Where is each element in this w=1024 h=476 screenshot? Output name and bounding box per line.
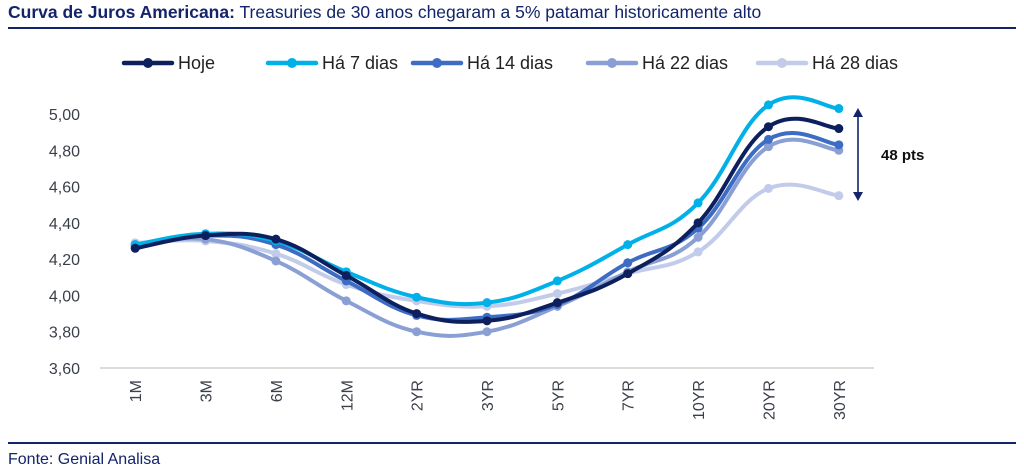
x-tick-label: 3M	[199, 380, 216, 402]
data-point	[834, 140, 844, 150]
data-point	[623, 240, 633, 250]
annotation-label: 48 pts	[881, 147, 924, 164]
data-point	[482, 298, 492, 308]
series-line	[133, 137, 841, 338]
data-point	[552, 298, 562, 308]
chart-title: Curva de Juros Americana: Treasuries de …	[8, 2, 761, 23]
x-tick-label: 6M	[269, 380, 286, 402]
y-tick-label: 4,00	[49, 288, 80, 305]
bottom-rule	[8, 442, 1016, 444]
y-tick-label: 5,00	[49, 107, 80, 124]
y-tick-label: 4,40	[49, 216, 80, 233]
legend-swatch-marker	[432, 58, 442, 68]
data-point	[693, 198, 703, 208]
x-tick-label: 20YR	[761, 380, 778, 420]
data-point	[482, 327, 492, 337]
data-point	[271, 249, 281, 259]
data-point	[201, 231, 211, 241]
data-point	[763, 142, 773, 152]
y-tick-label: 4,20	[49, 252, 80, 269]
annotation-arrow-head-down	[853, 192, 863, 201]
legend-swatch-marker	[287, 58, 297, 68]
data-point	[412, 309, 422, 319]
legend-item: Há 7 dias	[265, 53, 398, 73]
annotation-arrow-head-up	[853, 108, 863, 117]
data-point	[763, 100, 773, 110]
legend-item: Hoje	[121, 53, 215, 73]
data-point	[693, 247, 703, 257]
legend-swatch-marker	[607, 58, 617, 68]
title-bold: Curva de Juros Americana:	[8, 2, 235, 22]
data-point	[763, 122, 773, 132]
data-point	[552, 276, 562, 286]
data-point	[834, 124, 844, 134]
data-point	[552, 289, 562, 299]
series-line	[133, 116, 841, 324]
data-point	[271, 256, 281, 266]
legend-item: Há 28 dias	[755, 53, 898, 73]
legend-swatch-marker	[143, 58, 153, 68]
top-rule	[8, 27, 1016, 29]
x-tick-label: 3YR	[480, 380, 497, 411]
data-point	[130, 243, 140, 253]
legend-item: Há 14 dias	[410, 53, 553, 73]
y-tick-label: 4,60	[49, 180, 80, 197]
legend-label: Há 14 dias	[467, 53, 553, 73]
series-line	[133, 131, 841, 322]
legend-swatch-marker	[777, 58, 787, 68]
data-point	[763, 183, 773, 193]
x-tick-label: 2YR	[410, 380, 427, 411]
data-point	[623, 258, 633, 268]
data-point	[271, 234, 281, 244]
legend-label: Hoje	[178, 53, 215, 73]
data-point	[623, 269, 633, 279]
x-tick-label: 10YR	[691, 380, 708, 420]
data-point	[693, 218, 703, 228]
y-tick-label: 3,80	[49, 325, 80, 342]
title-rest: Treasuries de 30 anos chegaram a 5% pata…	[239, 2, 762, 22]
legend-label: Há 22 dias	[642, 53, 728, 73]
x-tick-label: 1M	[128, 380, 145, 402]
data-point	[834, 104, 844, 114]
data-point	[341, 270, 351, 280]
data-point	[341, 296, 351, 306]
legend-label: Há 28 dias	[812, 53, 898, 73]
y-tick-label: 3,60	[49, 361, 80, 378]
data-point	[412, 292, 422, 302]
y-tick-label: 4,80	[49, 143, 80, 160]
x-tick-label: 30YR	[832, 380, 849, 420]
data-point	[693, 232, 703, 242]
legend-item: Há 22 dias	[585, 53, 728, 73]
data-point	[482, 316, 492, 326]
data-point	[412, 327, 422, 337]
legend-label: Há 7 dias	[322, 53, 398, 73]
x-tick-label: 12M	[339, 380, 356, 411]
source-note: Fonte: Genial Analisa	[8, 451, 161, 468]
data-point	[763, 134, 773, 144]
series-line	[133, 95, 841, 307]
x-tick-label: 5YR	[550, 380, 567, 411]
data-point	[834, 191, 844, 201]
x-tick-label: 7YR	[621, 380, 638, 411]
